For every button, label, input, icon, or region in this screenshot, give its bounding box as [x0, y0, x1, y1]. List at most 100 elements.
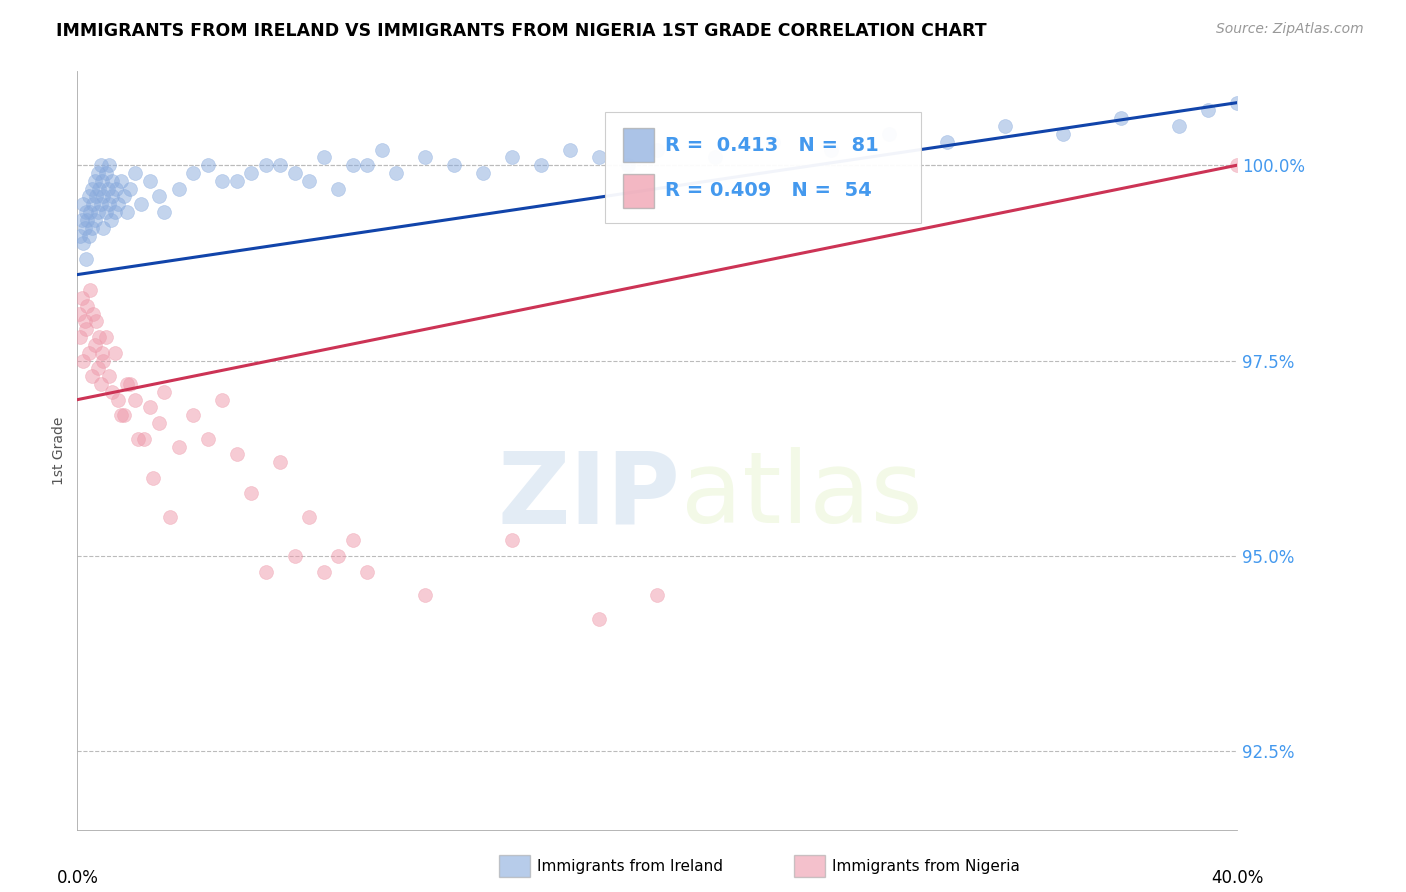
Point	[83, 338, 105, 352]
Point	[104, 205, 127, 219]
Text: atlas: atlas	[681, 448, 922, 544]
Point	[97, 181, 120, 195]
Point	[501, 150, 523, 164]
Point	[211, 392, 233, 407]
Point	[647, 143, 669, 157]
Text: Source: ZipAtlas.com: Source: ZipAtlas.com	[1216, 22, 1364, 37]
Point	[101, 189, 124, 203]
Point	[84, 189, 107, 203]
Point	[356, 565, 378, 579]
Point	[225, 447, 247, 461]
Point	[86, 166, 108, 180]
Point	[211, 174, 233, 188]
Point	[72, 353, 94, 368]
Text: ZIP: ZIP	[498, 448, 681, 544]
Point	[129, 197, 152, 211]
Point	[342, 533, 364, 548]
Point	[704, 150, 727, 164]
Point	[77, 189, 100, 203]
Point	[86, 205, 108, 219]
Point	[356, 158, 378, 172]
Point	[530, 158, 553, 172]
Point	[647, 588, 669, 602]
Point	[75, 205, 97, 219]
Point	[298, 174, 321, 188]
Point	[76, 212, 98, 227]
Point	[328, 181, 350, 195]
Point	[110, 174, 132, 188]
Point	[124, 166, 146, 180]
Point	[80, 369, 103, 384]
Point	[312, 565, 335, 579]
Point	[820, 143, 842, 157]
Point	[87, 181, 110, 195]
Point	[75, 252, 97, 266]
Point	[183, 166, 205, 180]
Point	[90, 377, 111, 392]
Point	[298, 509, 321, 524]
Point	[167, 440, 190, 454]
Point	[197, 432, 219, 446]
Point	[1168, 119, 1191, 133]
Point	[132, 432, 155, 446]
Point	[70, 212, 93, 227]
Point	[153, 384, 176, 399]
Point	[254, 565, 277, 579]
Point	[67, 307, 90, 321]
Point	[284, 549, 307, 563]
Point	[93, 353, 115, 368]
Text: IMMIGRANTS FROM IRELAND VS IMMIGRANTS FROM NIGERIA 1ST GRADE CORRELATION CHART: IMMIGRANTS FROM IRELAND VS IMMIGRANTS FR…	[56, 22, 987, 40]
Point	[69, 228, 91, 243]
Point	[115, 377, 138, 392]
Point	[240, 166, 263, 180]
Point	[153, 205, 176, 219]
Point	[112, 409, 135, 423]
Point	[167, 181, 190, 195]
Point	[1052, 127, 1074, 141]
Point	[96, 166, 118, 180]
Point	[284, 166, 307, 180]
Point	[72, 236, 94, 251]
Point	[84, 314, 107, 328]
Point	[124, 392, 146, 407]
Point	[100, 212, 122, 227]
Point	[115, 205, 138, 219]
Text: R = 0.409   N =  54: R = 0.409 N = 54	[665, 181, 872, 201]
Point	[148, 189, 170, 203]
Point	[443, 158, 465, 172]
Point	[501, 533, 523, 548]
Point	[269, 455, 291, 469]
Text: 0.0%: 0.0%	[56, 869, 98, 887]
Point	[91, 174, 114, 188]
Point	[77, 345, 100, 359]
Point	[77, 228, 100, 243]
Point	[385, 166, 408, 180]
Point	[588, 150, 610, 164]
Point	[91, 345, 114, 359]
Text: Immigrants from Ireland: Immigrants from Ireland	[537, 859, 723, 873]
Point	[371, 143, 394, 157]
Point	[269, 158, 291, 172]
Point	[1111, 112, 1133, 126]
Point	[75, 322, 97, 336]
Point	[70, 291, 93, 305]
Point	[76, 299, 98, 313]
Point	[139, 174, 162, 188]
Point	[101, 174, 124, 188]
Point	[1197, 103, 1219, 118]
Point	[82, 307, 104, 321]
Point	[79, 283, 101, 297]
Point	[197, 158, 219, 172]
Point	[588, 611, 610, 625]
Point	[994, 119, 1017, 133]
Point	[118, 377, 141, 392]
Point	[101, 384, 124, 399]
Point	[617, 158, 640, 172]
Point	[118, 181, 141, 195]
Point	[73, 220, 96, 235]
Point	[139, 401, 162, 415]
Point	[105, 181, 128, 195]
Point	[104, 345, 127, 359]
Point	[112, 189, 135, 203]
Point	[73, 314, 96, 328]
